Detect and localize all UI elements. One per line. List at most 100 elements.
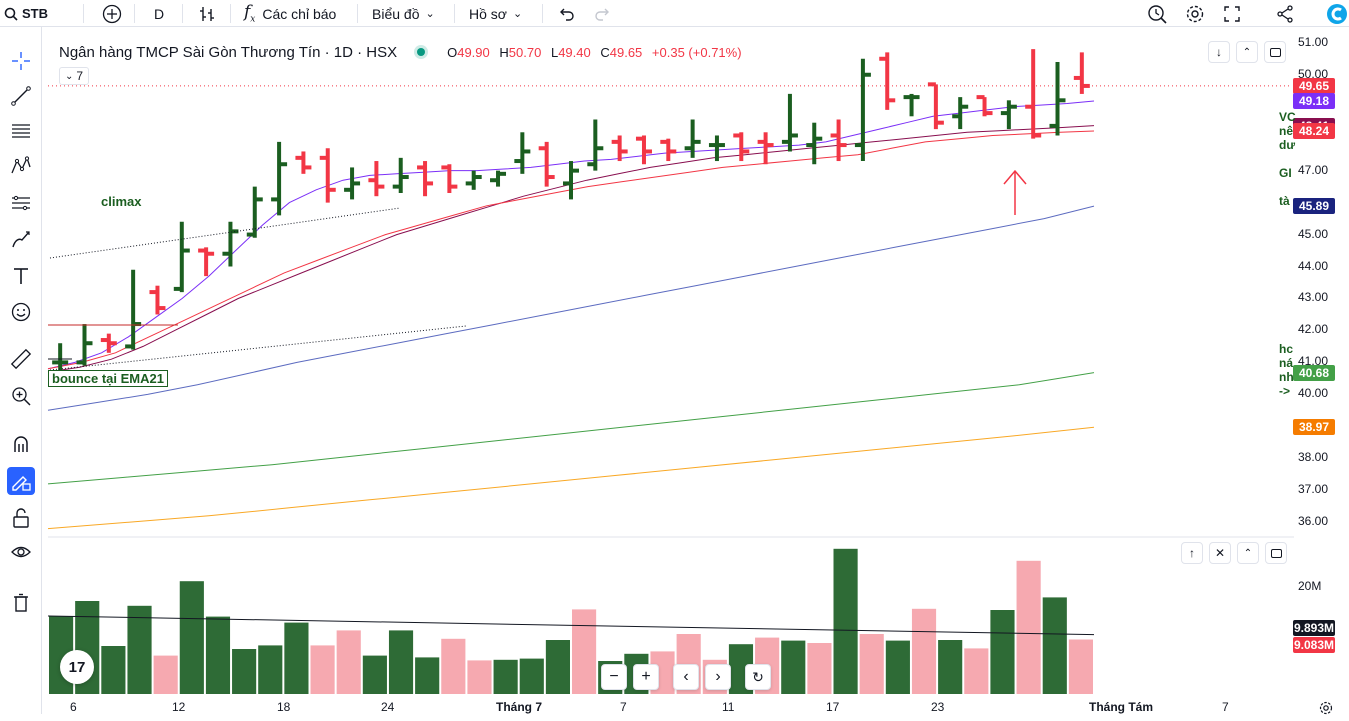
stay-in-drawing-mode-tool[interactable] xyxy=(7,467,35,495)
ohlc-bar xyxy=(563,161,579,200)
legend-title: Ngân hàng TMCP Sài Gòn Thương Tín · 1D ·… xyxy=(59,43,398,61)
ohlc-bar xyxy=(1025,49,1042,139)
fullscreen-button[interactable] xyxy=(1222,0,1242,27)
brush-tool[interactable] xyxy=(7,225,35,253)
arrow-down-icon: ↓ xyxy=(1216,45,1222,59)
zoom-in-button[interactable]: + xyxy=(633,664,659,690)
ohlc-bar xyxy=(246,186,263,238)
volume-bar xyxy=(336,630,361,694)
price-tag: 49.65 xyxy=(1293,77,1335,94)
time-axis-settings-button[interactable] xyxy=(1318,700,1334,721)
volume-bar xyxy=(885,640,910,694)
profile-menu[interactable]: Hồ sơ ⌄ xyxy=(469,0,522,27)
measure-tool[interactable] xyxy=(7,345,35,373)
lower-trendline xyxy=(49,325,467,371)
unlock-icon xyxy=(13,508,29,528)
lock-tool[interactable] xyxy=(7,504,35,532)
price-tag: 48.24 xyxy=(1293,123,1335,139)
pane-move-down-button[interactable]: ↓ xyxy=(1208,41,1230,63)
ohlc-bar xyxy=(781,93,798,152)
volume-bar xyxy=(833,548,858,694)
remove-drawings-tool[interactable] xyxy=(7,589,35,617)
indicators-label: Các chỉ báo xyxy=(262,5,337,22)
volume-pane-collapse-button[interactable]: ⌃ xyxy=(1237,542,1259,564)
volume-pane-close-button[interactable]: ✕ xyxy=(1209,542,1231,564)
chart-type-menu[interactable]: Biểu đồ ⌄ xyxy=(372,0,435,27)
zoom-out-button[interactable]: − xyxy=(601,664,627,690)
minus-icon: − xyxy=(609,668,619,685)
scroll-right-button[interactable]: › xyxy=(705,664,731,690)
indicators-collapse-button[interactable]: ⌄ 7 xyxy=(59,67,89,85)
time-axis-label: 6 xyxy=(70,700,77,714)
chart-style-button[interactable] xyxy=(197,0,217,27)
volume-bar xyxy=(911,608,937,694)
volume-bar xyxy=(781,640,806,694)
side-note-text: nê xyxy=(1279,124,1294,138)
symbol-search-button[interactable]: STB xyxy=(4,0,48,27)
undo-button[interactable] xyxy=(557,0,575,27)
top-toolbar: STB D fx Các chỉ báo Biểu đồ ⌄ Hồ sơ ⌄ xyxy=(0,0,1349,27)
close-key: C xyxy=(600,44,610,60)
zoom-tool[interactable] xyxy=(7,382,35,410)
chevron-down-icon: ⌄ xyxy=(512,8,523,20)
volume-pane-maximize-button[interactable] xyxy=(1265,542,1287,564)
ohlc-bar xyxy=(514,132,531,174)
ruler-icon xyxy=(10,348,32,370)
reset-icon: ↻ xyxy=(752,668,764,685)
ohlc-bars-icon xyxy=(200,6,214,21)
ma-line-3 xyxy=(47,205,1095,411)
ohlc-bar xyxy=(1000,100,1017,130)
time-axis-label: 7 xyxy=(620,700,627,714)
tv-logo-icon: 17 xyxy=(68,658,86,676)
chart-type-label: Biểu đồ xyxy=(372,5,420,22)
ohlc-bar xyxy=(952,97,969,130)
fullscreen-icon xyxy=(1224,5,1240,22)
volume-bar xyxy=(545,640,570,694)
price-axis-label: 42.00 xyxy=(1298,322,1329,337)
compare-button[interactable] xyxy=(102,0,122,27)
tradingview-logo[interactable]: 17 xyxy=(60,650,94,684)
volume-bar xyxy=(205,616,231,694)
scroll-left-button[interactable]: ‹ xyxy=(673,664,699,690)
crosshair-tool[interactable] xyxy=(7,47,35,75)
collapse-icon: ⌃ xyxy=(1242,46,1252,58)
volume-pane-move-up-button[interactable]: ↑ xyxy=(1181,542,1203,564)
volume-bar xyxy=(493,659,518,694)
forecast-tool[interactable] xyxy=(7,189,35,217)
redo-button[interactable] xyxy=(594,0,612,27)
volume-bar xyxy=(388,630,414,694)
brush-icon xyxy=(12,231,30,248)
ohlc-bar xyxy=(271,141,288,216)
magnet-tool[interactable] xyxy=(7,430,35,458)
pane-collapse-button[interactable]: ⌃ xyxy=(1236,41,1258,63)
volume-bar xyxy=(101,646,126,694)
visibility-tool[interactable] xyxy=(7,538,35,566)
low-key: L xyxy=(550,44,559,60)
pattern-tool[interactable] xyxy=(7,152,35,180)
volume-bar xyxy=(938,640,963,694)
fib-tool[interactable] xyxy=(7,117,35,145)
share-button[interactable] xyxy=(1275,0,1295,27)
volume-bar xyxy=(807,643,832,694)
text-tool[interactable] xyxy=(7,262,35,290)
annotation-bounce[interactable]: bounce tại EMA21 xyxy=(48,370,168,387)
pane-maximize-button[interactable] xyxy=(1264,41,1286,63)
time-axis-label: 24 xyxy=(381,700,395,714)
zoom-in-icon xyxy=(12,387,31,406)
interval-button[interactable]: D xyxy=(154,0,164,27)
price-tag: 49.18 xyxy=(1293,92,1335,109)
volume-bar xyxy=(441,638,466,694)
volume-bar xyxy=(258,645,283,694)
indicators-button[interactable]: fx Các chỉ báo xyxy=(244,0,336,27)
emoji-tool[interactable] xyxy=(7,298,35,326)
annotation-climax[interactable]: climax xyxy=(101,194,142,209)
trendline-tool[interactable] xyxy=(7,82,35,110)
ohlc-bar xyxy=(465,170,482,190)
settings-button[interactable] xyxy=(1184,0,1206,27)
ohlc-bar xyxy=(635,135,652,165)
replay-button[interactable] xyxy=(1146,0,1168,27)
divider xyxy=(134,4,135,23)
price-axis-label: 36.00 xyxy=(1298,514,1329,529)
reset-chart-button[interactable]: ↻ xyxy=(745,664,771,690)
